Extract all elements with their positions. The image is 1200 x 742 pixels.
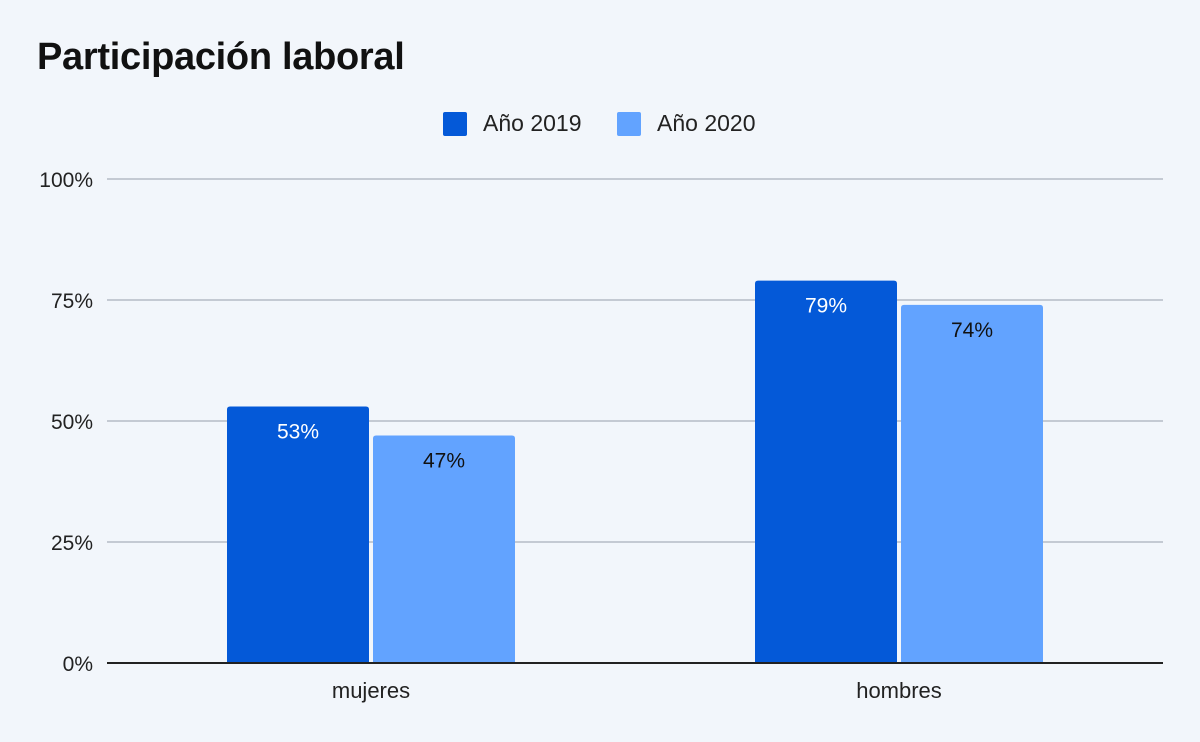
axes: 0% 25% 50% 75% 100% mujeres hombres	[39, 169, 1163, 703]
chart-title: Participación laboral	[37, 36, 405, 78]
y-tick-label: 50%	[51, 411, 93, 434]
data-label: 79%	[805, 295, 847, 318]
legend-item-2020: Año 2020	[617, 110, 755, 137]
x-tick-label: hombres	[856, 678, 942, 703]
legend-swatch-2019	[443, 111, 467, 136]
bars	[227, 280, 1043, 663]
y-tick-label: 100%	[39, 169, 93, 192]
legend-label-2019: Año 2019	[483, 110, 582, 136]
legend-item-2019: Año 2019	[443, 110, 581, 137]
y-tick-label: 0%	[63, 653, 93, 676]
data-label: 74%	[951, 319, 993, 342]
data-labels: 53% 47% 79% 74%	[277, 295, 993, 473]
data-label: 53%	[277, 420, 319, 443]
bar-mujeres-1	[373, 435, 515, 663]
legend-swatch-2020	[617, 111, 641, 136]
bar-hombres-0	[755, 280, 897, 663]
legend-label-2020: Año 2020	[657, 110, 756, 136]
data-label: 47%	[423, 450, 465, 473]
bar-mujeres-0	[227, 406, 369, 663]
x-tick-label: mujeres	[332, 678, 410, 703]
legend: Año 2019 Año 2020	[0, 110, 1200, 140]
bar-hombres-1	[901, 304, 1043, 663]
y-tick-label: 75%	[51, 290, 93, 313]
y-tick-label: 25%	[51, 532, 93, 555]
